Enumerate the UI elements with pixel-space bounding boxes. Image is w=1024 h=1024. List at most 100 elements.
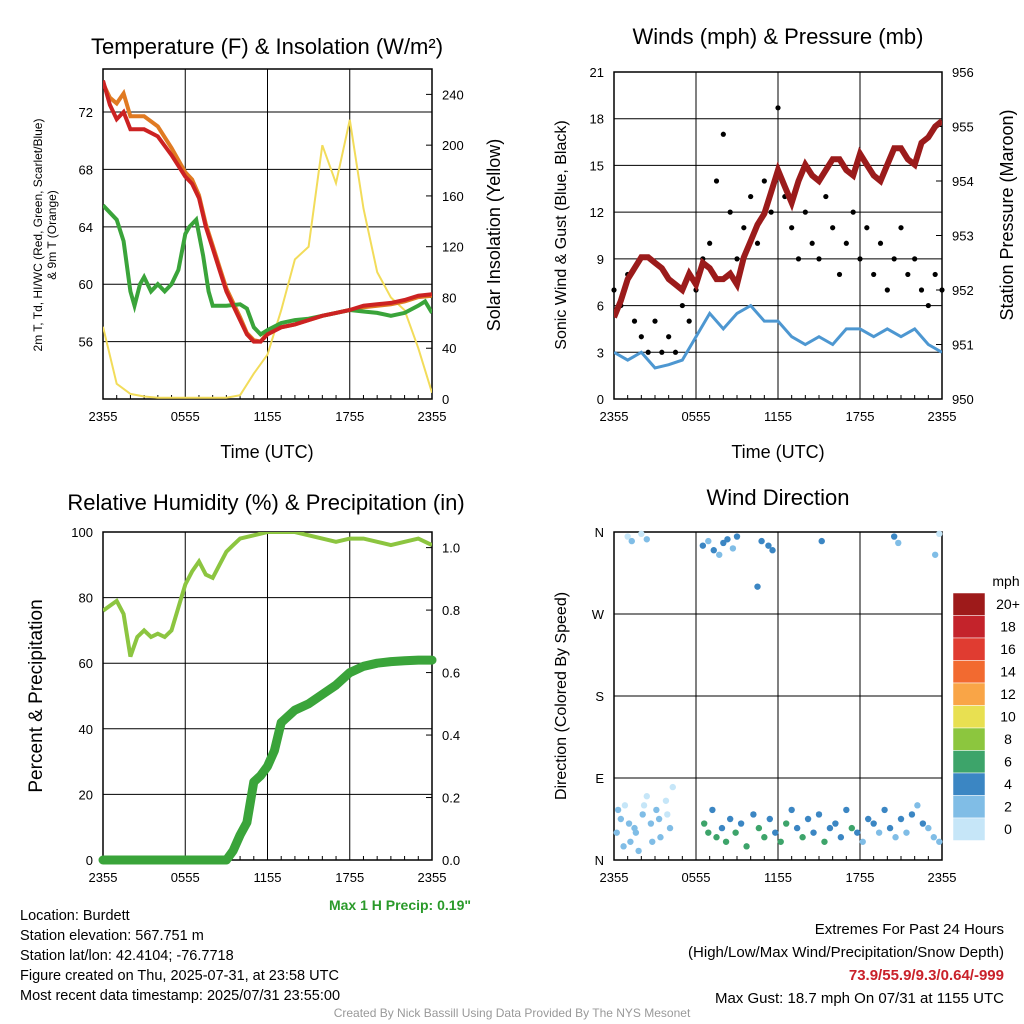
direction-point [701,820,708,827]
temperature-y2tick-label: 160 [442,189,464,204]
gust-point [843,240,849,246]
humidity-xtick-label: 1755 [335,870,364,885]
direction-point [892,834,899,841]
direction-point [826,824,834,832]
direction-point [732,829,739,836]
direction-point [729,545,737,552]
wind-ytick-label: 12 [590,205,604,220]
wind-y2tick-label: 954 [952,174,974,189]
temperature-ytick-label: 60 [79,277,93,292]
station-location: Location: Burdett [20,908,130,924]
legend-label: 16 [1000,641,1016,657]
direction-point [755,824,763,832]
direction-point [903,829,910,836]
direction-point [859,838,866,845]
speed-legend: 20+ 18 16 14 12 10 8 6 4 2 0 [952,592,1020,841]
wind-y2tick-label: 952 [952,283,974,298]
direction-point [653,806,660,814]
temperature-ylabel-right: Solar Insolation (Yellow) [484,139,504,331]
direction-point [750,811,757,818]
legend-swatch [952,637,986,661]
precipitation-line [98,655,437,865]
direction-point [718,824,726,832]
wind-xtick-label: 0555 [682,409,711,424]
gust-point [768,209,774,215]
gust-point [809,240,815,246]
direction-point [726,815,734,823]
direction-point [643,536,650,543]
direction-ytick-label: N [595,525,604,540]
temperature-ytick-label: 64 [79,220,93,235]
gust-point [679,302,685,309]
temperature-xtick-label: 1155 [254,409,282,424]
wind-y2tick-label: 953 [952,229,974,244]
legend-swatch [952,660,986,684]
direction-point [613,829,620,836]
humidity-ytick-label: 20 [79,787,93,802]
temperature-frame [102,68,433,400]
relative-humidity-line [103,532,432,658]
humidity-y2tick-label: 1.0 [442,541,460,556]
gust-point [761,178,767,184]
wind-xtick-label: 2355 [600,409,629,424]
direction-point [639,811,646,818]
direction-point [919,820,927,827]
humidity-y2tick-label: 0.8 [442,603,460,618]
wind-xtick-label: 1155 [764,409,792,424]
direction-point [733,533,741,540]
direction-xtick-label: 2355 [600,870,629,885]
gust-point [666,334,672,340]
legend-label: 6 [1004,754,1012,770]
gust-point [939,287,945,293]
direction-ytick-label: W [592,607,605,622]
humidity-axes: 2355 0555 1155 1755 2355 0 20 40 60 80 100 0.0 0.2 0.… [71,525,460,885]
gust-point [741,225,747,231]
max-gust: Max Gust: 18.7 mph On 07/31 at 1155 UTC [714,990,1004,1007]
direction-point [657,834,664,841]
direction-axes: 2355 0555 1155 1755 2355 N E S W N [592,525,957,885]
gust-point [795,256,802,262]
gust-point [823,193,829,200]
legend-swatch [952,592,986,616]
wind-ytick-label: 6 [597,299,604,314]
wind-frame [613,71,943,400]
direction-point [705,537,712,545]
station-pressure-line [614,118,942,319]
humidity-xtick-label: 2355 [418,870,447,885]
direction-point [643,793,650,800]
direction-point [647,820,655,827]
dewpoint-line [103,203,432,337]
direction-point [777,838,784,845]
temperature-panel: Temperature (F) & Insolation (W/m²) Time… [31,34,504,462]
wind-y2tick-label: 950 [952,392,974,407]
humidity-ytick-label: 0 [86,853,93,868]
gust-point [905,271,911,278]
wind-xtick-label: 2355 [928,409,957,424]
wind-ytick-label: 18 [590,112,604,127]
wind-ytick-label: 15 [590,158,604,173]
wind-ylabel-right: Station Pressure (Maroon) [997,109,1017,320]
direction-point [625,820,633,827]
credit-line: Created By Nick Bassill Using Data Provi… [333,1006,691,1020]
wind-xlabel: Time (UTC) [731,442,824,462]
direction-panel: Wind Direction Direction (Colored By Spe… [553,485,1020,841]
temperature-y2tick-label: 0 [442,392,449,407]
direction-point [854,829,861,836]
direction-point [930,834,937,841]
direction-point [720,539,727,547]
extremes-block: Extremes For Past 24 Hours (High/Low/Max… [688,918,1004,1010]
temperature-xtick-label: 2355 [89,409,118,424]
gust-point [912,256,918,262]
temperature-xlabel: Time (UTC) [220,442,313,462]
humidity-title: Relative Humidity (%) & Precipitation (i… [67,490,464,515]
humidity-y2tick-label: 0.2 [442,791,460,806]
direction-point [722,838,730,845]
gust-point [672,349,679,355]
direction-point [799,834,806,841]
legend-label: 14 [1000,664,1016,680]
gust-point [686,318,692,324]
direction-point [783,820,790,827]
direction-point [737,820,745,827]
temperature-2m-line [103,79,432,344]
